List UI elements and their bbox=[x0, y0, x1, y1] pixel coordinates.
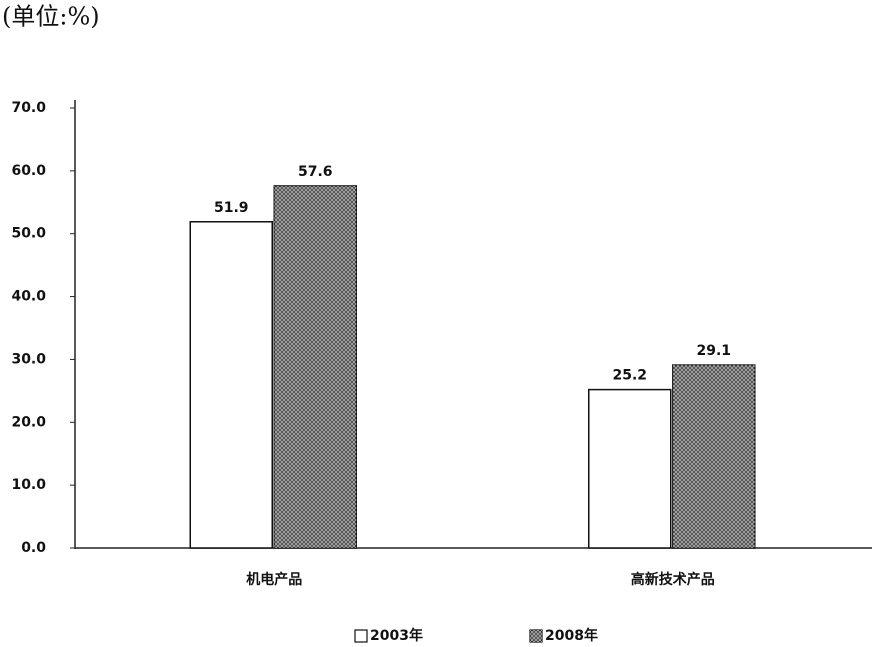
legend-swatch bbox=[354, 629, 368, 643]
value-label: 25.2 bbox=[612, 368, 647, 384]
y-tick-label: 20.0 bbox=[11, 414, 46, 430]
unit-label: (单位:%) bbox=[2, 3, 100, 31]
bar-texture bbox=[274, 185, 357, 548]
y-tick-label: 0.0 bbox=[21, 540, 46, 556]
x-tick-label: 机电产品 bbox=[246, 571, 302, 588]
value-label: 29.1 bbox=[696, 343, 731, 359]
y-tick-label: 60.0 bbox=[11, 163, 46, 179]
legend-label: 2008年 bbox=[545, 627, 598, 644]
legend-label: 2003年 bbox=[370, 627, 423, 644]
y-tick-label: 70.0 bbox=[11, 100, 46, 116]
bar bbox=[588, 388, 672, 549]
y-tick-label: 10.0 bbox=[11, 477, 46, 493]
bar bbox=[189, 221, 273, 549]
y-tick-label: 30.0 bbox=[11, 351, 46, 367]
y-tick-label: 40.0 bbox=[11, 289, 46, 305]
value-label: 51.9 bbox=[214, 200, 249, 216]
legend-texture bbox=[530, 630, 542, 642]
value-label: 57.6 bbox=[298, 164, 333, 180]
y-tick-label: 50.0 bbox=[11, 226, 46, 242]
bar-texture bbox=[672, 365, 755, 548]
x-tick-label: 高新技术产品 bbox=[631, 571, 715, 588]
